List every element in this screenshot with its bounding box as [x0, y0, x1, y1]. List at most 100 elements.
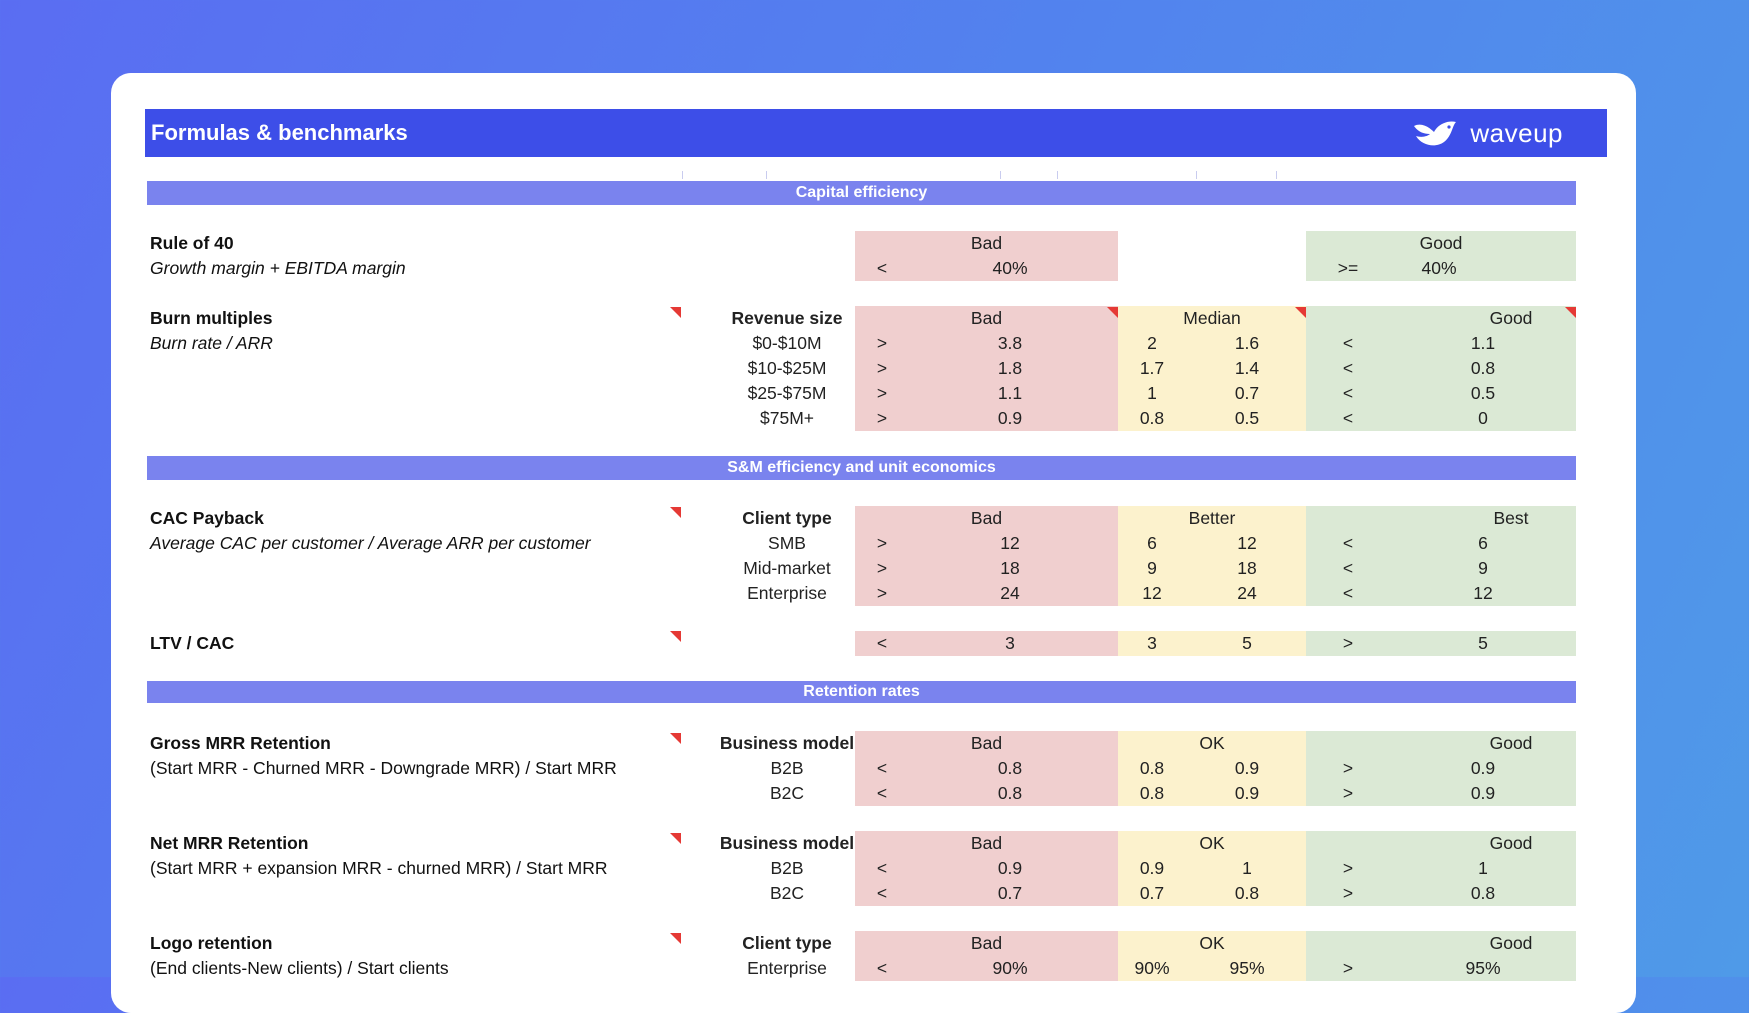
burn-col-header: Revenue size: [731, 308, 843, 328]
page-title: Formulas & benchmarks: [151, 120, 408, 145]
gross-row-label: B2C: [769, 783, 805, 803]
net-name: Net MRR Retention: [150, 833, 309, 853]
gross-formula: (Start MRR - Churned MRR - Downgrade MRR…: [150, 758, 617, 778]
logo-good-op: >: [1342, 958, 1354, 978]
burn-bad-block: [855, 306, 1118, 431]
gross-bad-block: [855, 731, 1118, 806]
grid-tick: [766, 171, 767, 179]
burn-good-value: 1.1: [1470, 333, 1496, 353]
burn-bad-value: 1.8: [997, 358, 1023, 378]
net-ok-block: [1118, 831, 1306, 906]
cac-bad-block: [855, 506, 1118, 606]
grid-tick: [1276, 171, 1277, 179]
net-bad-value: 0.7: [997, 883, 1023, 903]
brand-name: waveup: [1470, 117, 1563, 148]
cac-name: CAC Payback: [150, 508, 264, 528]
burn-row-label: $75M+: [760, 408, 814, 428]
logo-name: Logo retention: [150, 933, 273, 953]
rule40-name: Rule of 40: [150, 233, 234, 253]
burn-row-label: $25-$75M: [747, 383, 827, 403]
cac-mid-high: 18: [1237, 558, 1257, 578]
gross-bad-value: 0.8: [997, 783, 1023, 803]
net-good-op: >: [1342, 858, 1354, 878]
net-mid-low: 0.9: [1139, 858, 1165, 878]
gross-good-label: Good: [1489, 733, 1533, 753]
gross-bad-op: <: [876, 758, 888, 778]
cac-better-block: [1118, 506, 1306, 606]
cac-mid-low: 6: [1147, 533, 1157, 553]
burn-bad-label: Bad: [970, 308, 1003, 328]
logo-good-value: 95%: [1465, 958, 1501, 978]
comment-marker-icon[interactable]: [1565, 307, 1576, 318]
comment-marker-icon[interactable]: [670, 733, 681, 744]
gross-name: Gross MRR Retention: [150, 733, 331, 753]
burn-median-label: Median: [1183, 308, 1241, 328]
cac-mid-low: 12: [1142, 583, 1162, 603]
logo-good-block: [1306, 931, 1576, 981]
comment-marker-icon[interactable]: [670, 631, 681, 642]
comment-marker-icon[interactable]: [670, 833, 681, 844]
cac-good-op: <: [1342, 583, 1354, 603]
comment-marker-icon[interactable]: [1295, 307, 1306, 318]
cac-better-label: Better: [1188, 508, 1236, 528]
spreadsheet-card: Formulas & benchmarks waveup Capital eff…: [111, 73, 1636, 1013]
logo-mid-high: 95%: [1229, 958, 1265, 978]
ltv-bad-value: 3: [1005, 633, 1015, 653]
burn-good-value: 0.5: [1470, 383, 1496, 403]
burn-bad-op: >: [876, 408, 888, 428]
logo-formula: (End clients-New clients) / Start client…: [150, 958, 449, 978]
gross-bad-value: 0.8: [997, 758, 1023, 778]
net-good-value: 1: [1478, 858, 1488, 878]
burn-bad-op: >: [876, 383, 888, 403]
gross-good-op: >: [1342, 783, 1354, 803]
net-mid-high: 1: [1242, 858, 1252, 878]
comment-marker-icon[interactable]: [1107, 307, 1118, 318]
cac-col-header: Client type: [742, 508, 832, 528]
burn-good-op: <: [1342, 408, 1354, 428]
cac-good-value: 9: [1478, 558, 1488, 578]
ltv-mid-block: [1118, 631, 1306, 656]
cac-bad-value: 12: [1000, 533, 1020, 553]
net-bad-block: [855, 831, 1118, 906]
gross-good-block: [1306, 731, 1576, 806]
logo-bad-value: 90%: [992, 958, 1028, 978]
ltv-name: LTV / CAC: [150, 633, 235, 653]
gross-good-value: 0.9: [1470, 783, 1496, 803]
gross-good-op: >: [1342, 758, 1354, 778]
rule40-good-label: Good: [1419, 233, 1463, 253]
comment-marker-icon[interactable]: [670, 933, 681, 944]
burn-mid-high: 0.7: [1234, 383, 1260, 403]
logo-col-header: Client type: [742, 933, 832, 953]
rule40-formula: Growth margin + EBITDA margin: [150, 258, 406, 278]
net-good-block: [1306, 831, 1576, 906]
ltv-good-block: [1306, 631, 1576, 656]
comment-marker-icon[interactable]: [670, 307, 681, 318]
net-ok-label: OK: [1199, 833, 1225, 853]
burn-bad-value: 3.8: [997, 333, 1023, 353]
burn-good-value: 0.8: [1470, 358, 1496, 378]
net-mid-high: 0.8: [1234, 883, 1260, 903]
burn-good-op: <: [1342, 333, 1354, 353]
cac-good-value: 12: [1473, 583, 1493, 603]
grid-tick: [682, 171, 683, 179]
cac-formula: Average CAC per customer / Average ARR p…: [150, 533, 591, 553]
comment-marker-icon[interactable]: [670, 507, 681, 518]
grid-tick: [1057, 171, 1058, 179]
burn-formula: Burn rate / ARR: [150, 333, 273, 353]
rule40-good-block: Good >= 40%: [1306, 231, 1576, 281]
gross-mid-high: 0.9: [1234, 783, 1260, 803]
net-good-op: >: [1342, 883, 1354, 903]
ltv-mid-high: 5: [1242, 633, 1252, 653]
net-bad-label: Bad: [970, 833, 1003, 853]
ltv-good-op: >: [1342, 633, 1354, 653]
section-capital-efficiency: Capital efficiency: [147, 181, 1576, 205]
burn-good-op: <: [1342, 358, 1354, 378]
burn-median-block: [1118, 306, 1306, 431]
cac-row-label: SMB: [768, 533, 806, 553]
burn-bad-value: 0.9: [997, 408, 1023, 428]
cac-good-op: <: [1342, 558, 1354, 578]
burn-mid-low: 1: [1147, 383, 1157, 403]
gross-row-label: B2B: [770, 758, 804, 778]
burn-bad-op: >: [876, 358, 888, 378]
cac-best-label: Best: [1493, 508, 1529, 528]
